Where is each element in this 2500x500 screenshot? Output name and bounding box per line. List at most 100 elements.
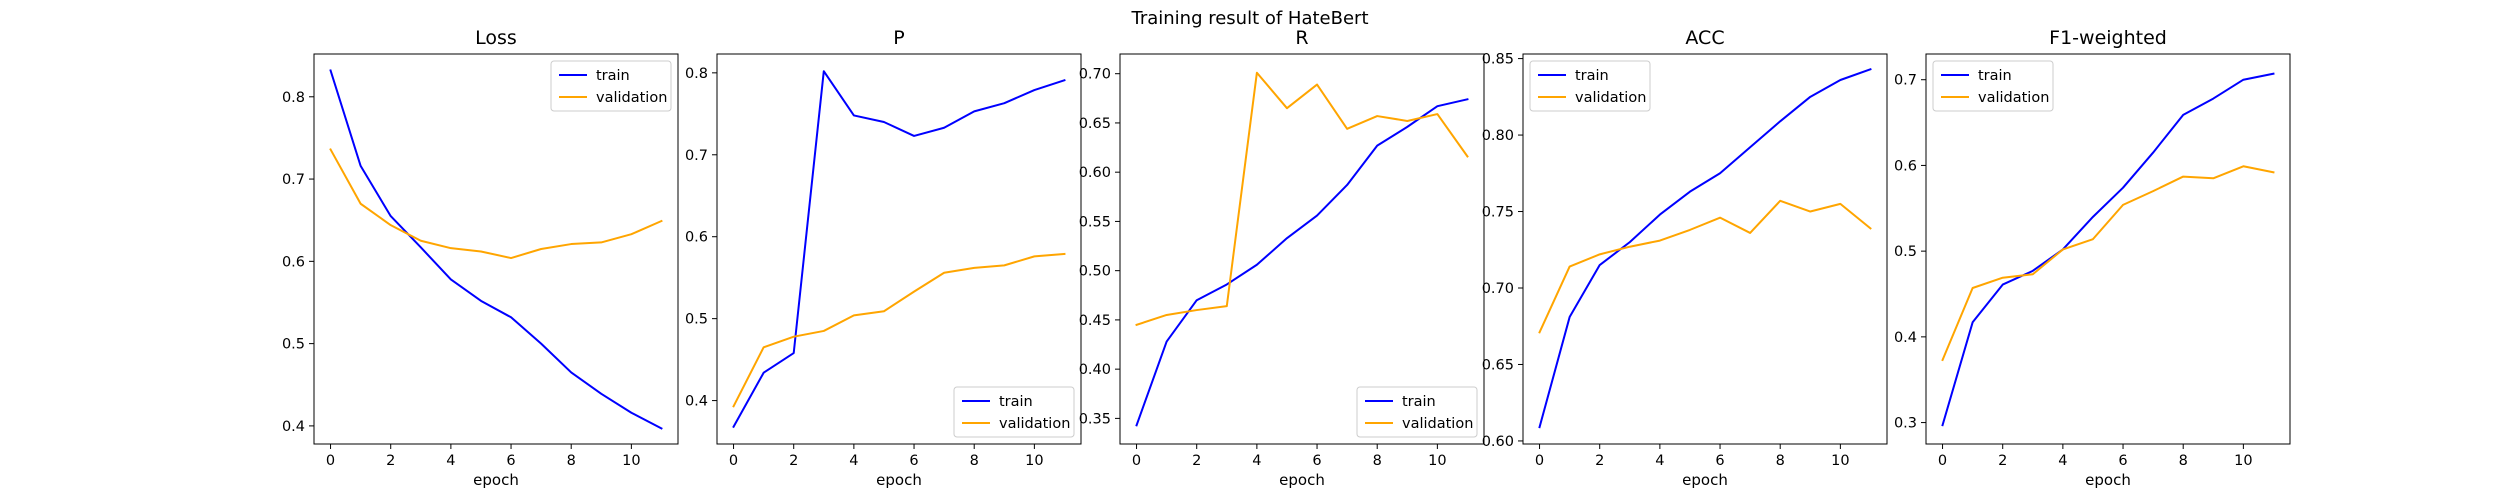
x-tick-label: 4 [1655, 453, 1664, 469]
axes-frame [1522, 53, 1888, 445]
legend: train validation [550, 60, 672, 112]
legend-label-train: train [1402, 394, 1436, 410]
x-tick-label: 0 [729, 453, 738, 469]
y-tick-label: 0.45 [1079, 313, 1111, 329]
y-tick-label: 0.40 [1079, 362, 1111, 378]
legend-box [953, 386, 1075, 438]
y-tick-label: 0.4 [282, 419, 305, 435]
x-tick-label: 10 [2234, 453, 2252, 469]
legend-label-validation: validation [999, 416, 1070, 432]
legend-label-validation: validation [1978, 90, 2049, 106]
x-tick-label: 2 [1998, 453, 2007, 469]
legend-label-train: train [596, 68, 630, 84]
series-line-train [329, 69, 663, 430]
legend: train validation [1529, 60, 1651, 112]
y-tick-label: 0.65 [1079, 116, 1111, 132]
legend-box [1529, 60, 1651, 112]
x-tick-label: 8 [1373, 453, 1382, 469]
x-axis-label: epoch [2085, 471, 2131, 489]
x-tick-label: 6 [506, 453, 515, 469]
y-tick-label: 0.70 [1079, 67, 1111, 83]
x-tick-label: 10 [1025, 453, 1043, 469]
x-axis-label: epoch [1682, 471, 1728, 489]
x-axis-label: epoch [1279, 471, 1325, 489]
series-line-validation [1941, 165, 2275, 362]
x-tick-label: 4 [2058, 453, 2067, 469]
series-line-train [1941, 72, 2275, 427]
subplot-f1-weighted: F1-weighted 0 2 4 6 8 10 0.3 0.4 0.5 0.6 0.7 epoch tr… [1894, 27, 2291, 489]
y-tick-label: 0.35 [1079, 411, 1111, 427]
y-tick-label: 0.8 [685, 66, 708, 82]
y-tick-label: 0.70 [1482, 281, 1514, 297]
x-tick-label: 10 [1831, 453, 1849, 469]
series-line-train [1135, 98, 1469, 427]
y-tick-label: 0.75 [1482, 205, 1514, 221]
series-lines [1538, 68, 1872, 429]
subplot-title: ACC [1685, 27, 1724, 49]
x-tick-label: 6 [2118, 453, 2127, 469]
y-tick-label: 0.8 [282, 90, 305, 106]
legend-label-validation: validation [1402, 416, 1473, 432]
y-tick-label: 0.60 [1079, 165, 1111, 181]
y-tick-label: 0.5 [282, 337, 305, 353]
x-axis-label: epoch [876, 471, 922, 489]
y-tick-label: 0.5 [685, 312, 708, 328]
subplot-p: P 0 2 4 6 8 10 0.4 0.5 0.6 0.7 0.8 epoch train validat… [685, 27, 1082, 489]
x-tick-label: 8 [2179, 453, 2188, 469]
figure-title: Training result of HateBert [1130, 8, 1368, 29]
x-tick-label: 0 [1535, 453, 1544, 469]
axes-frame [313, 53, 679, 445]
series-line-validation [1135, 71, 1469, 327]
legend: train validation [1932, 60, 2054, 112]
x-tick-label: 0 [326, 453, 335, 469]
x-tick-label: 2 [789, 453, 798, 469]
subplot-title: P [893, 27, 904, 49]
axes-frame [1119, 53, 1485, 445]
x-tick-label: 4 [1252, 453, 1261, 469]
series-lines [1135, 71, 1469, 427]
series-line-validation [329, 148, 663, 260]
legend: train validation [953, 386, 1075, 438]
axes-frame [1925, 53, 2291, 445]
legend-label-validation: validation [596, 90, 667, 106]
subplot-title: R [1295, 27, 1308, 49]
series-line-train [732, 70, 1066, 429]
y-tick-label: 0.7 [685, 148, 708, 164]
series-line-train [1538, 68, 1872, 429]
series-line-validation [732, 252, 1066, 408]
y-tick-label: 0.3 [1894, 416, 1917, 432]
x-tick-label: 10 [622, 453, 640, 469]
subplot-title: F1-weighted [2049, 27, 2167, 49]
legend-label-train: train [1978, 68, 2012, 84]
axes-frame [716, 53, 1082, 445]
x-tick-label: 8 [970, 453, 979, 469]
x-tick-label: 6 [1312, 453, 1321, 469]
y-tick-label: 0.85 [1482, 52, 1514, 68]
y-tick-label: 0.6 [685, 230, 708, 246]
x-tick-label: 2 [1192, 453, 1201, 469]
series-lines [329, 69, 663, 430]
y-tick-label: 0.60 [1482, 434, 1514, 450]
subplot-panels: Loss 0 2 4 6 8 10 0.4 0.5 0.6 0.7 0.8 epoch train vali… [282, 27, 2291, 489]
legend-label-train: train [999, 394, 1033, 410]
x-tick-label: 0 [1132, 453, 1141, 469]
legend-label-validation: validation [1575, 90, 1646, 106]
subplot-loss: Loss 0 2 4 6 8 10 0.4 0.5 0.6 0.7 0.8 epoch train vali… [282, 27, 679, 489]
x-tick-label: 2 [1595, 453, 1604, 469]
x-tick-label: 4 [446, 453, 455, 469]
subplot-title: Loss [475, 27, 517, 49]
x-tick-label: 0 [1938, 453, 1947, 469]
y-tick-label: 0.80 [1482, 128, 1514, 144]
legend-box [1356, 386, 1478, 438]
x-tick-label: 4 [849, 453, 858, 469]
y-tick-label: 0.50 [1079, 264, 1111, 280]
y-tick-label: 0.7 [282, 172, 305, 188]
subplot-acc: ACC 0 2 4 6 8 10 0.60 0.65 0.70 0.75 0.80 0.85 epoch t… [1482, 27, 1888, 489]
series-line-validation [1538, 199, 1872, 334]
y-tick-label: 0.6 [282, 254, 305, 270]
legend-box [1932, 60, 2054, 112]
y-tick-label: 0.7 [1894, 73, 1917, 89]
x-tick-label: 6 [1715, 453, 1724, 469]
